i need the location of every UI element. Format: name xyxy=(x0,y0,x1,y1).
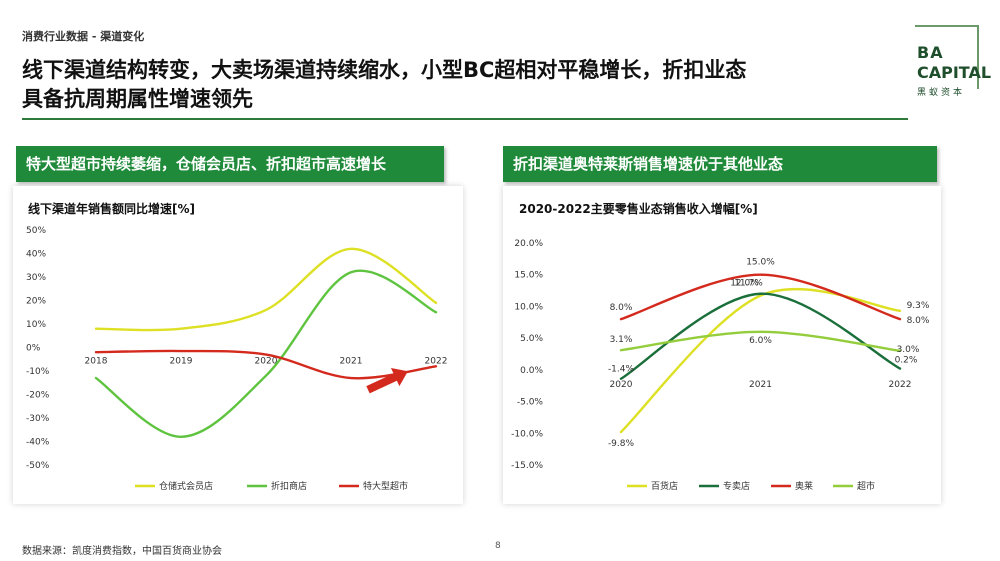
page-title-line-2: 具备抗周期属性增速领先 xyxy=(22,87,253,111)
series-line-3 xyxy=(619,330,902,353)
series-line-2 xyxy=(619,273,902,321)
series-line-0 xyxy=(94,247,438,332)
left-chart: 50% 40% 30% 20% 10% 0% -10% -20% -30% -40% -50% 201… xyxy=(26,226,448,492)
ba-capital-logo: BA CAPITAL 黑蚁资本 xyxy=(903,25,991,105)
y-tick-label: 10% xyxy=(26,320,46,330)
left-banner: 特大型超市持续萎缩，仓储会员店、折扣超市高速增长 xyxy=(16,146,444,182)
legend-label: 专卖店 xyxy=(723,480,750,492)
data-label: 12.0% xyxy=(730,279,759,289)
data-label: 15.0% xyxy=(746,258,775,268)
page-title-line-1: 线下渠道结构转变，大卖场渠道持续缩水，小型BC超相对平稳增长，折扣业态 xyxy=(22,58,747,82)
y-tick-label: -10% xyxy=(26,367,50,377)
legend-label: 超市 xyxy=(857,480,875,492)
data-label: 11.7% xyxy=(734,279,763,289)
y-tick-label: -10.0% xyxy=(511,429,543,439)
arrow-shape xyxy=(366,368,408,394)
logo-line-2: CAPITAL xyxy=(917,63,992,82)
x-tick-label: 2022 xyxy=(425,357,448,367)
legend-label: 百货店 xyxy=(651,480,678,492)
x-tick-label: 2022 xyxy=(889,380,912,390)
legend-label: 特大型超市 xyxy=(363,480,408,492)
title-divider xyxy=(22,118,908,120)
source-note: 数据来源：凯度消费指数，中国百货商业协会 xyxy=(22,546,222,557)
x-tick-label: 2021 xyxy=(340,357,363,367)
data-label: 9.3% xyxy=(907,301,930,311)
right-chart-panel: 2020-2022主要零售业态销售收入增幅[%] 20.0% 15.0% 10.0%… xyxy=(503,186,941,504)
x-tick-label: 2021 xyxy=(749,380,772,390)
x-tick-label: 2018 xyxy=(85,357,108,367)
y-tick-label: 10.0% xyxy=(514,302,543,312)
left-chart-title: 线下渠道年销售额同比增速[%] xyxy=(28,202,195,216)
y-tick-label: 40% xyxy=(26,250,46,260)
logo-line-3: 黑蚁资本 xyxy=(917,88,966,98)
data-label: -1.4% xyxy=(608,365,635,375)
data-label: 6.0% xyxy=(749,336,772,346)
legend-label: 折扣商店 xyxy=(271,480,307,492)
y-tick-label: -40% xyxy=(26,438,50,448)
y-tick-label: 15.0% xyxy=(514,271,543,281)
y-tick-label: 50% xyxy=(26,226,46,236)
logo-line-1: BA xyxy=(917,43,944,62)
y-tick-label: -30% xyxy=(26,414,50,424)
y-tick-label: -20% xyxy=(26,391,50,401)
x-tick-label: 2020 xyxy=(610,380,633,390)
page-number: 8 xyxy=(495,541,501,551)
y-tick-label: 20.0% xyxy=(514,239,543,249)
page-title: 线下渠道结构转变，大卖场渠道持续缩水，小型BC超相对平稳增长，折扣业态 具备抗周… xyxy=(22,56,882,114)
y-tick-label: 30% xyxy=(26,273,46,283)
y-tick-label: -5.0% xyxy=(517,398,544,408)
x-tick-label: 2020 xyxy=(255,357,278,367)
legend-label: 奥莱 xyxy=(795,480,813,492)
y-tick-label: -50% xyxy=(26,461,50,471)
red-arrow-icon xyxy=(366,368,408,394)
data-label: 8.0% xyxy=(907,316,930,326)
data-label: 3.0% xyxy=(897,345,920,355)
left-chart-panel: 线下渠道年销售额同比增速[%] 50% 40% 30% 20% 10% 0% -10% -20… xyxy=(13,186,463,504)
y-tick-label: 0% xyxy=(26,344,41,354)
data-label: 8.0% xyxy=(610,303,633,313)
legend-label: 仓储式会员店 xyxy=(159,480,213,492)
logo-frame xyxy=(915,25,979,89)
right-banner: 折扣渠道奥特莱斯销售增速优于其他业态 xyxy=(503,146,937,182)
y-tick-label: 0.0% xyxy=(520,366,543,376)
data-label: -9.8% xyxy=(608,439,635,449)
data-label: 3.1% xyxy=(610,335,633,345)
x-tick-label: 2019 xyxy=(170,357,193,367)
data-label: 0.2% xyxy=(895,356,918,366)
y-tick-label: 20% xyxy=(26,297,46,307)
y-tick-label: 5.0% xyxy=(520,334,543,344)
right-chart: 20.0% 15.0% 10.0% 5.0% 0.0% -5.0% -10.0% -15.0%… xyxy=(511,239,930,492)
y-tick-label: -15.0% xyxy=(511,461,543,471)
series-line-0 xyxy=(619,287,902,434)
right-chart-title: 2020-2022主要零售业态销售收入增幅[%] xyxy=(519,202,758,216)
breadcrumb: 消费行业数据 - 渠道变化 xyxy=(22,30,145,43)
